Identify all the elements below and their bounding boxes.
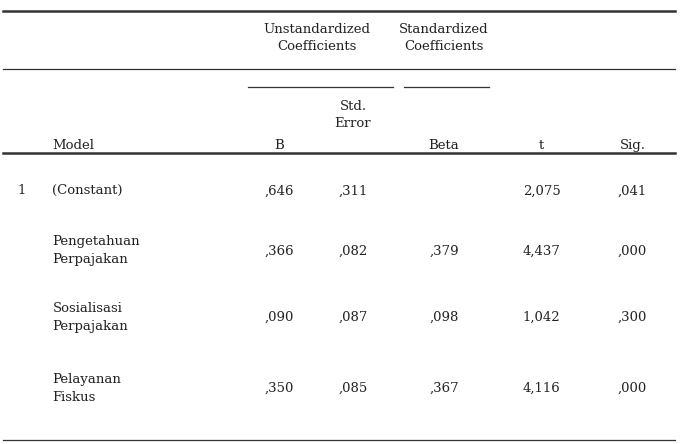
Text: Standardized
Coefficients: Standardized Coefficients	[399, 23, 489, 53]
Text: ,367: ,367	[429, 382, 459, 395]
Text: ,000: ,000	[618, 244, 647, 258]
Text: 4,437: 4,437	[523, 244, 561, 258]
Text: ,350: ,350	[265, 382, 294, 395]
Text: ,082: ,082	[338, 244, 368, 258]
Text: Beta: Beta	[428, 139, 459, 152]
Text: Pelayanan
Fiskus: Pelayanan Fiskus	[52, 373, 122, 404]
Text: 1: 1	[17, 184, 26, 198]
Text: ,041: ,041	[618, 184, 647, 198]
Text: Model: Model	[52, 139, 94, 152]
Text: ,379: ,379	[429, 244, 459, 258]
Text: ,366: ,366	[265, 244, 294, 258]
Text: ,646: ,646	[265, 184, 294, 198]
Text: Sosialisasi
Perpajakan: Sosialisasi Perpajakan	[52, 302, 128, 333]
Text: Sig.: Sig.	[619, 139, 646, 152]
Text: ,311: ,311	[338, 184, 368, 198]
Text: 1,042: 1,042	[523, 311, 561, 324]
Text: 2,075: 2,075	[523, 184, 561, 198]
Text: ,098: ,098	[429, 311, 459, 324]
Text: ,090: ,090	[265, 311, 294, 324]
Text: ,085: ,085	[338, 382, 368, 395]
Text: t: t	[539, 139, 545, 152]
Text: 4,116: 4,116	[523, 382, 561, 395]
Text: Std.
Error: Std. Error	[335, 100, 371, 131]
Text: ,087: ,087	[338, 311, 368, 324]
Text: ,000: ,000	[618, 382, 647, 395]
Text: Unstandardized
Coefficients: Unstandardized Coefficients	[263, 23, 370, 53]
Text: B: B	[275, 139, 284, 152]
Text: ,300: ,300	[618, 311, 647, 324]
Text: Pengetahuan
Perpajakan: Pengetahuan Perpajakan	[52, 235, 140, 266]
Text: (Constant): (Constant)	[52, 184, 123, 198]
